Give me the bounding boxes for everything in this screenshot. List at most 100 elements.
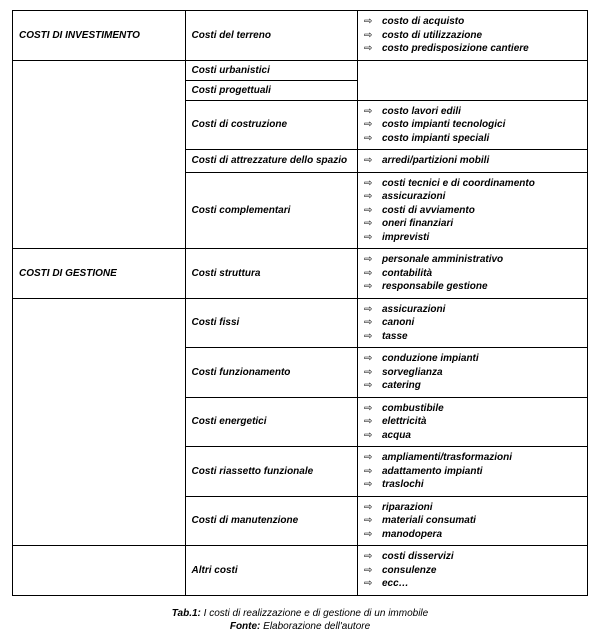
arrow-icon: ⇨ [364,132,382,146]
items-cell: ⇨costo lavori edili⇨costo impianti tecno… [358,100,588,150]
item-text: assicurazioni [382,190,583,204]
arrow-icon: ⇨ [364,465,382,479]
items-cell: ⇨assicurazioni⇨canoni⇨tasse [358,298,588,348]
table-row: Costi urbanistici [13,60,588,80]
arrow-icon: ⇨ [364,42,382,56]
item-text: consulenze [382,564,583,578]
arrow-icon: ⇨ [364,564,382,578]
subcategory-cell: Costi di costruzione [185,100,358,150]
arrow-icon: ⇨ [364,303,382,317]
arrow-icon: ⇨ [364,177,382,191]
arrow-icon: ⇨ [364,316,382,330]
arrow-icon: ⇨ [364,429,382,443]
items-cell-empty [358,60,588,100]
arrow-icon: ⇨ [364,280,382,294]
item-text: traslochi [382,478,583,492]
subcategory-cell: Costi struttura [185,249,358,299]
item-text: costi tecnici e di coordinamento [382,177,583,191]
arrow-icon: ⇨ [364,105,382,119]
item-text: imprevisti [382,231,583,245]
category-cell-empty [13,546,186,596]
item-text: costo di utilizzazione [382,29,583,43]
items-cell: ⇨costi tecnici e di coordinamento⇨assicu… [358,172,588,249]
item-text: costo impianti speciali [382,132,583,146]
arrow-icon: ⇨ [364,118,382,132]
caption-fonte-label: Fonte: [230,621,261,632]
item-text: riparazioni [382,501,583,515]
arrow-icon: ⇨ [364,415,382,429]
table-row: Costi fissi⇨assicurazioni⇨canoni⇨tasse [13,298,588,348]
arrow-icon: ⇨ [364,451,382,465]
category-cell: COSTI DI INVESTIMENTO [13,11,186,61]
caption-fonte-text: Elaborazione dell'autore [260,621,370,632]
item-text: conduzione impianti [382,352,583,366]
item-text: tasse [382,330,583,344]
item-text: manodopera [382,528,583,542]
arrow-icon: ⇨ [364,154,382,168]
items-cell: ⇨costo di acquisto⇨costo di utilizzazion… [358,11,588,61]
subcategory-cell: Costi urbanistici [185,60,358,80]
item-text: costi disservizi [382,550,583,564]
subcategory-cell: Costi di manutenzione [185,496,358,546]
subcategory-cell: Costi riassetto funzionale [185,447,358,497]
caption-tab-label: Tab.1: [172,608,201,619]
arrow-icon: ⇨ [364,231,382,245]
item-text: costo lavori edili [382,105,583,119]
item-text: arredi/partizioni mobili [382,154,583,168]
category-cell: COSTI DI GESTIONE [13,249,186,299]
arrow-icon: ⇨ [364,577,382,591]
items-cell: ⇨personale amministrativo⇨contabilità⇨re… [358,249,588,299]
subcategory-cell: Costi di attrezzature dello spazio [185,150,358,173]
subcategory-cell: Costi funzionamento [185,348,358,398]
item-text: catering [382,379,583,393]
arrow-icon: ⇨ [364,379,382,393]
table-row: COSTI DI GESTIONECosti struttura⇨persona… [13,249,588,299]
item-text: assicurazioni [382,303,583,317]
arrow-icon: ⇨ [364,190,382,204]
item-text: costi di avviamento [382,204,583,218]
table-caption: Tab.1: I costi di realizzazione e di ges… [12,608,588,632]
items-cell: ⇨ampliamenti/trasformazioni⇨adattamento … [358,447,588,497]
item-text: oneri finanziari [382,217,583,231]
subcategory-cell: Costi fissi [185,298,358,348]
item-text: ampliamenti/trasformazioni [382,451,583,465]
item-text: costo predisposizione cantiere [382,42,583,56]
item-text: ecc… [382,577,583,591]
subcategory-cell: Costi progettuali [185,80,358,100]
subcategory-cell: Costi complementari [185,172,358,249]
arrow-icon: ⇨ [364,253,382,267]
caption-tab-text: I costi di realizzazione e di gestione d… [201,608,428,619]
subcategory-cell: Costi energetici [185,397,358,447]
item-text: personale amministrativo [382,253,583,267]
items-cell: ⇨costi disservizi⇨consulenze⇨ecc… [358,546,588,596]
arrow-icon: ⇨ [364,528,382,542]
table-row: COSTI DI INVESTIMENTOCosti del terreno⇨c… [13,11,588,61]
item-text: responsabile gestione [382,280,583,294]
item-text: materiali consumati [382,514,583,528]
arrow-icon: ⇨ [364,550,382,564]
item-text: combustibile [382,402,583,416]
arrow-icon: ⇨ [364,217,382,231]
item-text: contabilità [382,267,583,281]
items-cell: ⇨combustibile⇨elettricità⇨acqua [358,397,588,447]
table-row: Altri costi⇨costi disservizi⇨consulenze⇨… [13,546,588,596]
items-cell: ⇨riparazioni⇨materiali consumati⇨manodop… [358,496,588,546]
arrow-icon: ⇨ [364,330,382,344]
arrow-icon: ⇨ [364,29,382,43]
arrow-icon: ⇨ [364,478,382,492]
category-cell-empty [13,60,186,249]
item-text: canoni [382,316,583,330]
costs-table: COSTI DI INVESTIMENTOCosti del terreno⇨c… [12,10,588,596]
items-cell: ⇨conduzione impianti⇨sorveglianza⇨cateri… [358,348,588,398]
arrow-icon: ⇨ [364,501,382,515]
arrow-icon: ⇨ [364,15,382,29]
item-text: acqua [382,429,583,443]
arrow-icon: ⇨ [364,366,382,380]
arrow-icon: ⇨ [364,267,382,281]
subcategory-cell: Costi del terreno [185,11,358,61]
arrow-icon: ⇨ [364,352,382,366]
items-cell: ⇨arredi/partizioni mobili [358,150,588,173]
item-text: costo impianti tecnologici [382,118,583,132]
arrow-icon: ⇨ [364,514,382,528]
arrow-icon: ⇨ [364,204,382,218]
